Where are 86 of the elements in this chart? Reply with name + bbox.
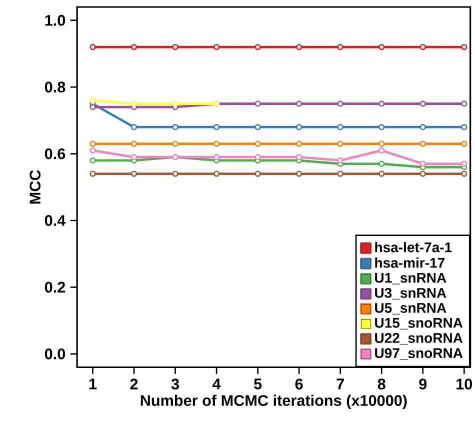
point [254, 140, 261, 147]
point [296, 140, 302, 147]
point [254, 100, 261, 107]
point [337, 157, 344, 164]
legend-label: hsa-mir-17 [375, 257, 444, 268]
point [337, 100, 344, 107]
point [420, 44, 426, 50]
point [378, 160, 385, 167]
point [254, 154, 261, 160]
x-tick-label: 5 [254, 378, 262, 390]
point [461, 124, 468, 130]
point [337, 124, 344, 130]
point [90, 44, 96, 50]
legend-label: U5_snRNA [375, 302, 446, 314]
point [296, 124, 302, 130]
x-axis-title: Number of MCMC iterations (x10000) [140, 394, 407, 409]
point [172, 44, 178, 50]
legend-label: U15_snoRNA [375, 318, 463, 330]
point [254, 170, 261, 177]
point [378, 100, 385, 107]
x-tick-label: 2 [130, 378, 138, 390]
point [420, 100, 426, 107]
legend-label: U97_snoRNA [375, 348, 463, 360]
legend-label: hsa-let-7a-1 [375, 242, 452, 252]
x-tick-label: 7 [336, 378, 344, 390]
point [130, 154, 138, 160]
x-tick-label: 4 [212, 378, 221, 390]
point [420, 124, 426, 130]
point [461, 100, 468, 107]
point [213, 124, 220, 130]
point [378, 147, 385, 154]
point [90, 104, 96, 110]
point [172, 124, 178, 130]
point [378, 124, 385, 130]
x-tick-label: 6 [295, 378, 303, 390]
point [254, 124, 261, 130]
legend-label: U1_snRNA [375, 272, 446, 284]
point [337, 44, 344, 50]
legend-label: U3_snRNA [375, 288, 446, 300]
point [130, 124, 138, 130]
y-tick-label: 0.0 [44, 348, 66, 360]
point [296, 44, 302, 50]
y-axis-title: MCC [30, 170, 41, 204]
y-tick-label: 0.6 [44, 148, 66, 160]
point [213, 154, 220, 160]
legend-label: U22_snoRNA [375, 332, 463, 344]
y-tick-label: 0.2 [44, 282, 66, 292]
x-tick-label: 1 [89, 378, 97, 390]
point [213, 170, 220, 177]
point [296, 100, 302, 107]
point [296, 170, 302, 177]
point [420, 170, 426, 177]
point [461, 160, 468, 167]
point [296, 154, 302, 160]
y-tick-label: 0.8 [44, 81, 66, 92]
point [90, 147, 96, 154]
x-tick-label: 3 [171, 378, 179, 390]
point [420, 160, 426, 167]
point [172, 100, 178, 107]
point [130, 140, 138, 147]
point [172, 170, 178, 177]
point [420, 140, 426, 147]
x-tick-label: 8 [378, 378, 386, 390]
point [90, 157, 96, 164]
point [130, 100, 138, 107]
point [90, 140, 96, 147]
x-tick-label: 10 [456, 378, 472, 390]
point [461, 170, 468, 177]
point [378, 140, 385, 147]
point [461, 140, 468, 147]
point [130, 170, 138, 177]
point [172, 140, 178, 147]
point [254, 44, 261, 50]
y-tick-label: 1.0 [45, 14, 66, 26]
point [213, 44, 220, 50]
point [213, 140, 220, 147]
x-tick-label: 9 [419, 378, 427, 390]
y-tick-label: 0.4 [44, 214, 66, 226]
point [378, 44, 385, 50]
point [90, 97, 96, 104]
point [130, 44, 138, 50]
point [461, 44, 468, 50]
point [90, 170, 96, 177]
point [378, 170, 385, 177]
point [337, 140, 344, 147]
point [337, 170, 344, 177]
